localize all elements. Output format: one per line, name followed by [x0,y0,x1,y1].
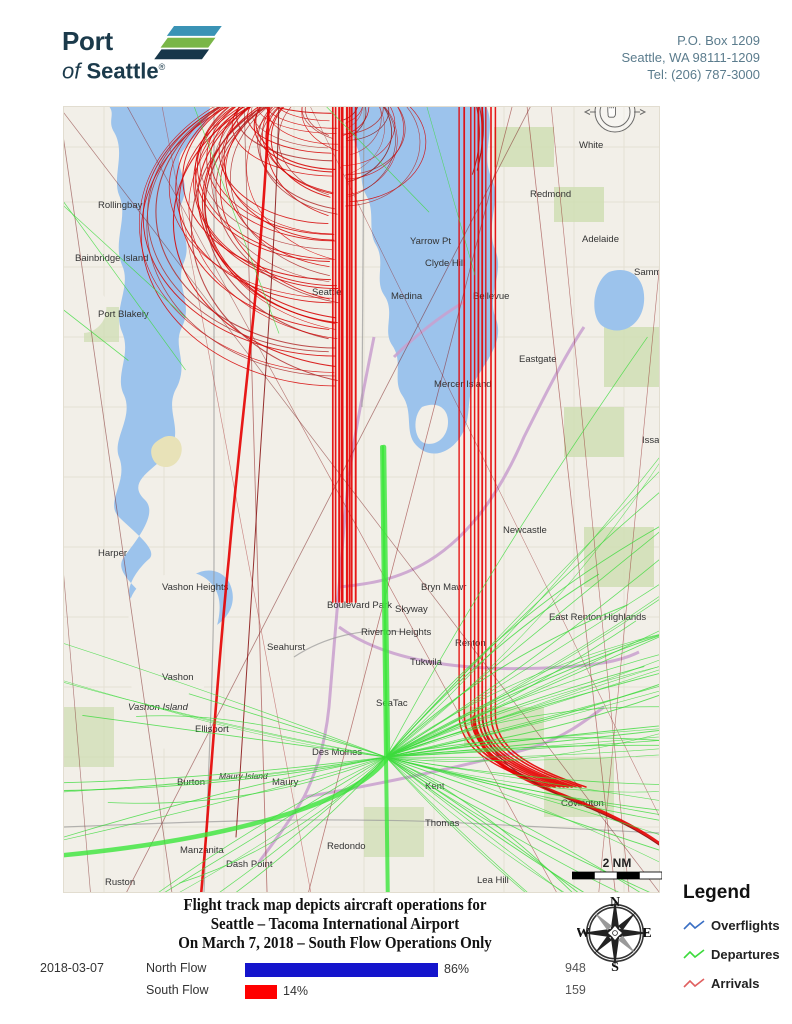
svg-text:W: W [577,926,590,941]
svg-text:N: N [610,895,620,910]
svg-text:E: E [642,926,651,941]
svg-text:S: S [611,960,619,971]
